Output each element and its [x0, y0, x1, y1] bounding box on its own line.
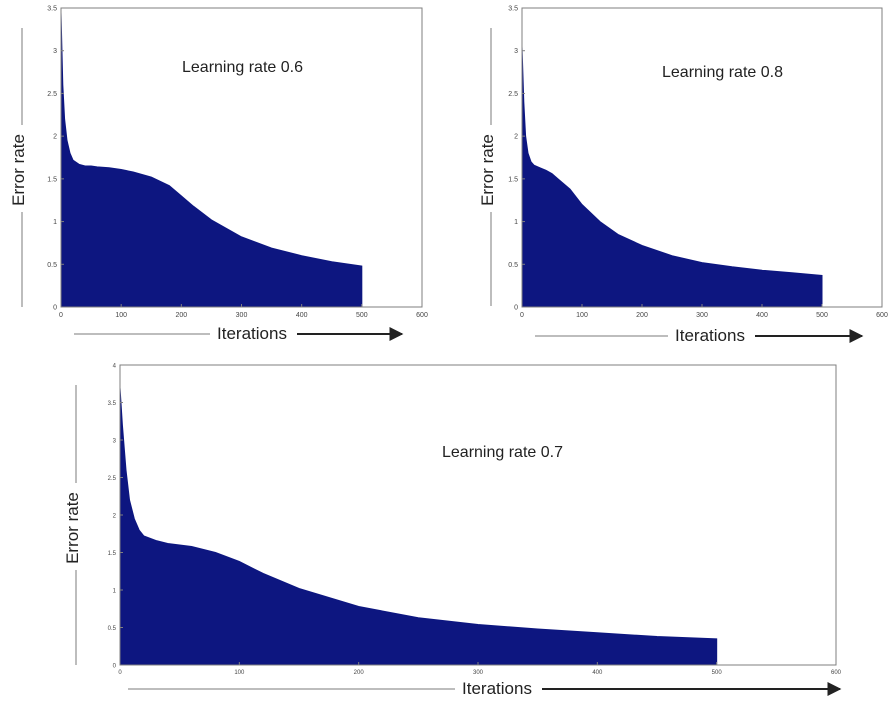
learning-rate-annotation: Learning rate 0.6 [182, 59, 303, 76]
chart-lr-0.6: 0 100 200 300 400 500 600 0 0.5 1 1.5 2 2.5 3 3.5 Learn… [9, 6, 428, 344]
y-tick-label: 2.5 [47, 91, 57, 98]
y-tick-label: 3 [514, 48, 518, 55]
chart-lr-0.8: 0 100 200 300 400 500 600 0 0.5 1 1.5 2 2.5 3 3.5 Learn… [478, 6, 888, 346]
x-axis-label: Iterations [462, 679, 532, 698]
x-tick-label: 500 [356, 312, 368, 319]
y-tick-label: 1 [113, 589, 117, 595]
y-tick-label: 2 [113, 514, 117, 520]
y-tick-label: 2.5 [508, 91, 518, 98]
x-tick-label: 0 [59, 312, 63, 319]
y-tick-label: 3.5 [108, 401, 117, 407]
x-tick-label: 0 [118, 670, 122, 676]
x-tick-label: 200 [175, 312, 187, 319]
error-area [60, 12, 363, 308]
x-tick-label: 100 [576, 312, 588, 319]
y-tick-label: 4 [113, 364, 117, 370]
x-tick-label: 200 [636, 312, 648, 319]
x-axis-label: Iterations [217, 324, 287, 343]
x-tick-label: 200 [354, 670, 365, 676]
learning-rate-annotation: Learning rate 0.8 [662, 64, 783, 81]
chart-lr-0.7: 0 100 200 300 400 500 600 0 0.5 1 1.5 2 2.5 3 3.5 4 Lear… [63, 364, 842, 699]
y-axis-label: Error rate [478, 134, 497, 206]
x-tick-label: 600 [416, 312, 428, 319]
y-tick-label: 2 [514, 134, 518, 141]
error-area [521, 46, 823, 308]
learning-rate-annotation: Learning rate 0.7 [442, 444, 563, 461]
error-area [119, 387, 718, 666]
x-axis-label: Iterations [675, 326, 745, 345]
y-tick-label: 1.5 [47, 176, 57, 183]
x-tick-label: 300 [473, 670, 484, 676]
y-tick-label: 3.5 [47, 6, 57, 13]
y-tick-label: 2.5 [108, 476, 117, 482]
x-tick-label: 500 [712, 670, 723, 676]
x-tick-label: 400 [592, 670, 603, 676]
y-tick-label: 1 [53, 219, 57, 226]
x-tick-label: 500 [816, 312, 828, 319]
x-tick-label: 0 [520, 312, 524, 319]
x-tick-label: 400 [756, 312, 768, 319]
y-tick-label: 3 [53, 48, 57, 55]
y-axis-label: Error rate [63, 492, 82, 564]
x-tick-label: 100 [234, 670, 245, 676]
x-tick-label: 300 [236, 312, 248, 319]
x-tick-label: 400 [296, 312, 308, 319]
y-tick-label: 0.5 [47, 262, 57, 269]
y-tick-label: 3 [113, 439, 117, 445]
y-tick-label: 2 [53, 134, 57, 141]
y-tick-label: 3.5 [508, 6, 518, 13]
x-tick-label: 600 [876, 312, 888, 319]
x-tick-label: 600 [831, 670, 842, 676]
y-tick-label: 0 [53, 305, 57, 312]
x-tick-label: 100 [115, 312, 127, 319]
y-tick-label: 1.5 [108, 551, 117, 557]
y-tick-label: 1 [514, 219, 518, 226]
y-tick-label: 0.5 [108, 626, 117, 632]
y-tick-label: 0 [113, 664, 117, 670]
x-tick-label: 300 [696, 312, 708, 319]
y-axis-label: Error rate [9, 134, 28, 206]
y-tick-label: 0 [514, 305, 518, 312]
y-tick-label: 0.5 [508, 262, 518, 269]
y-tick-label: 1.5 [508, 176, 518, 183]
